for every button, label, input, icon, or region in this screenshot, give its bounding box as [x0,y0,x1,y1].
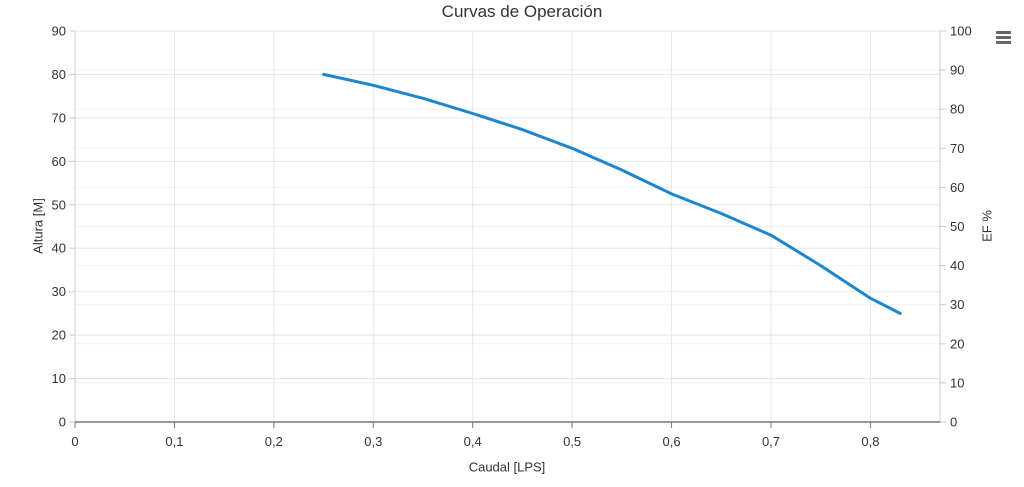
right-y-tick-label: 10 [950,375,964,390]
hamburger-bar [996,41,1011,44]
left-y-tick-label: 40 [52,241,66,256]
left-y-tick-label: 0 [59,415,66,430]
hamburger-bar [996,36,1011,39]
hamburger-menu-icon[interactable] [994,29,1013,46]
x-tick-label: 0,8 [861,434,879,449]
right-y-tick-label: 50 [950,219,964,234]
x-tick-label: 0,6 [663,434,681,449]
x-tick-label: 0,5 [563,434,581,449]
right-y-tick-label: 100 [950,24,972,39]
left-y-tick-label: 10 [52,371,66,386]
left-y-tick-label: 20 [52,328,66,343]
right-y-tick-label: 90 [950,63,964,78]
x-tick-label: 0,2 [265,434,283,449]
x-tick-label: 0,7 [762,434,780,449]
hamburger-bar [996,31,1011,34]
x-tick-label: 0,4 [464,434,482,449]
x-tick-label: 0 [71,434,78,449]
left-y-tick-label: 90 [52,24,66,39]
right-y-tick-label: 60 [950,180,964,195]
right-y-tick-label: 70 [950,141,964,156]
x-axis-title: Caudal [LPS] [468,459,546,475]
x-tick-label: 0,1 [165,434,183,449]
left-y-tick-label: 70 [52,110,66,125]
right-y-tick-label: 0 [950,415,957,430]
left-y-tick-label: 60 [52,154,66,169]
left-y-tick-label: 80 [52,67,66,82]
right-y-tick-label: 40 [950,258,964,273]
left-y-tick-label: 50 [52,197,66,212]
right-y-tick-label: 80 [950,102,964,117]
chart-title: Curvas de Operación [441,2,603,21]
right-y-tick-label: 20 [950,336,964,351]
right-y-tick-label: 30 [950,297,964,312]
series-line [322,72,902,315]
left-y-tick-label: 30 [52,284,66,299]
x-tick-label: 0,3 [364,434,382,449]
